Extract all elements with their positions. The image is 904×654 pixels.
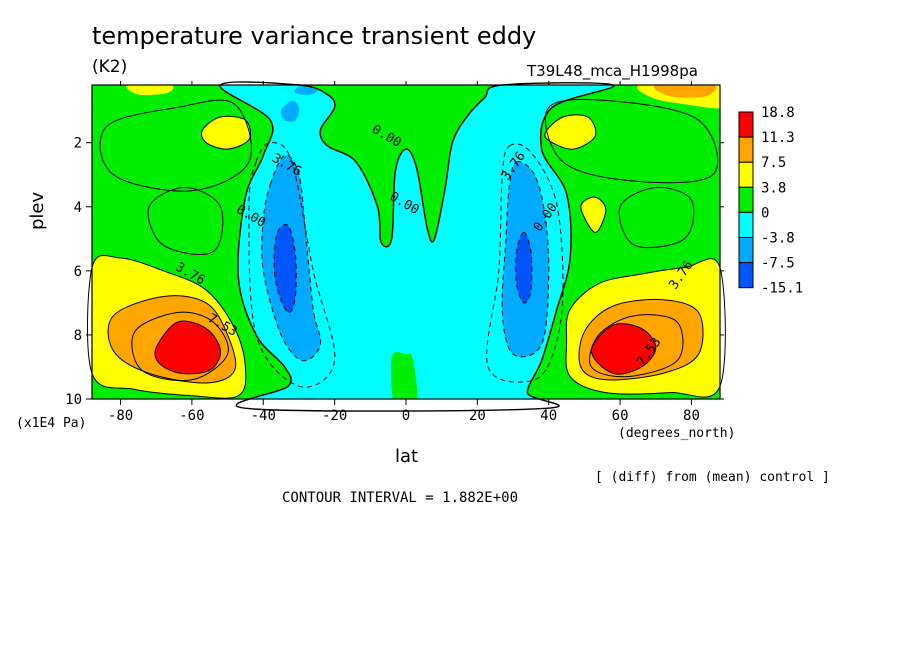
colorbar-label: -15.1	[761, 281, 803, 297]
fill-level-3.8-to-7.5-mid-north	[580, 197, 606, 233]
contour-line-positive	[131, 311, 229, 382]
colorbar-label: 11.3	[761, 130, 795, 146]
contour-line-positive	[201, 115, 251, 150]
fill-level-neg3.8-upper-south	[280, 100, 300, 122]
fill-level-0-to-3.8-equator	[390, 352, 418, 399]
run-label: T39L48_mca_H1998pa	[527, 62, 698, 80]
x-tick-label: 60	[612, 408, 629, 424]
y-tick-label: 6	[74, 264, 82, 280]
chart-title: temperature variance transient eddy	[92, 22, 537, 50]
fill-level-3.8-to-7.5-upper-south	[201, 116, 251, 150]
colorbar-swatch	[738, 161, 754, 188]
contour-line-positive	[580, 196, 607, 233]
fill-level-below-neg7.5-north	[515, 232, 532, 304]
contour-line-negative	[515, 231, 533, 304]
contour-line-negative	[248, 142, 336, 388]
colorbar-swatch	[738, 262, 754, 289]
fill-level-neg3.8-top-south	[294, 86, 318, 95]
x-tick-label: -60	[179, 408, 204, 424]
x-axis-ticks: -80 -60 -40 -20 0 20 40 60 80	[108, 81, 700, 424]
y-axis-units: (x1E4 Pa)	[16, 416, 87, 431]
contour-line-positive	[578, 298, 704, 381]
contour-line-positive	[544, 114, 597, 150]
colorbar-swatch	[738, 211, 754, 238]
comparison-note: [ (diff) from (mean) control ]	[595, 470, 830, 485]
colorbar-swatch	[738, 237, 754, 264]
contour-line-positive	[154, 320, 222, 375]
fill-level-above-11.3-north	[591, 323, 656, 375]
fill-level-3.8-to-7.5-upper-north	[544, 114, 596, 150]
contour-line-positive	[590, 323, 657, 375]
contour-line-negative	[486, 143, 564, 383]
contour-line-positive	[545, 98, 719, 184]
colorbar-swatch	[738, 111, 754, 138]
fill-level-below-neg7.5-south	[274, 224, 297, 313]
colorbar-label: -3.8	[761, 231, 795, 247]
fill-level-3.8-top-south	[126, 85, 174, 96]
x-tick-label: 20	[469, 408, 486, 424]
x-tick-label: -80	[108, 408, 133, 424]
colorbar-swatch	[738, 186, 754, 213]
x-tick-label: 80	[683, 408, 700, 424]
colorbar-label: 0	[761, 205, 769, 221]
colorbar-label: 3.8	[761, 180, 786, 196]
fill-level-above-11.3-south	[154, 321, 221, 374]
x-axis-label: lat	[395, 446, 419, 467]
contour-line-negative	[273, 224, 297, 314]
y-tick-label: 2	[74, 136, 82, 152]
colorbar-label: 7.5	[761, 155, 786, 171]
y-axis-ticks: 2 4 6 8 10	[65, 136, 724, 408]
fill-level-7.5-top-north	[653, 85, 717, 98]
colorbar: 18.8 11.3 7.5 3.8 0 -3.8 -7.5 -15.1	[738, 105, 803, 297]
y-tick-label: 4	[74, 200, 82, 216]
contour-line-positive	[86, 254, 247, 399]
contour-line-zero	[219, 81, 615, 412]
contour-line-positive	[147, 186, 224, 255]
colorbar-label: -7.5	[761, 256, 795, 272]
contour-line-positive	[99, 99, 252, 192]
y-tick-label: 8	[74, 328, 82, 344]
x-tick-label: 40	[540, 408, 557, 424]
x-axis-units: (degrees_north)	[618, 426, 736, 441]
contour-line-positive	[107, 295, 237, 384]
contour-interval: CONTOUR INTERVAL = 1.882E+00	[282, 490, 519, 506]
contour-fills	[92, 85, 720, 399]
colorbar-swatch	[738, 136, 754, 163]
x-tick-label: 0	[402, 408, 410, 424]
contour-line-positive	[618, 186, 695, 248]
x-tick-label: -20	[322, 408, 347, 424]
y-tick-label: 10	[65, 392, 82, 408]
contour-line-positive	[589, 314, 684, 378]
colorbar-label: 18.8	[761, 105, 795, 121]
contour-line-negative	[261, 154, 322, 362]
x-tick-label: -40	[251, 408, 276, 424]
chart-units: (K2)	[92, 57, 128, 77]
